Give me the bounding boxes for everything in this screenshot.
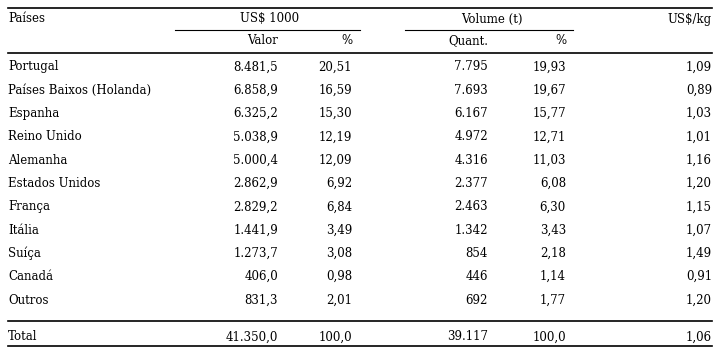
Text: 4.972: 4.972	[454, 130, 488, 143]
Text: Volume (t): Volume (t)	[461, 12, 522, 25]
Text: %: %	[341, 35, 352, 48]
Text: 2.829,2: 2.829,2	[234, 200, 278, 213]
Text: 100,0: 100,0	[532, 330, 566, 343]
Text: 2,18: 2,18	[540, 247, 566, 260]
Text: Valor: Valor	[247, 35, 278, 48]
Text: Total: Total	[8, 330, 38, 343]
Text: US$/kg: US$/kg	[668, 12, 712, 25]
Text: 0,98: 0,98	[326, 270, 352, 283]
Text: 15,77: 15,77	[532, 107, 566, 120]
Text: 1,15: 1,15	[686, 200, 712, 213]
Text: 0,89: 0,89	[686, 84, 712, 97]
Text: 12,19: 12,19	[319, 130, 352, 143]
Text: 6.858,9: 6.858,9	[234, 84, 278, 97]
Text: 19,67: 19,67	[532, 84, 566, 97]
Text: 5.000,4: 5.000,4	[233, 154, 278, 167]
Text: 1.441,9: 1.441,9	[234, 223, 278, 237]
Text: Quant.: Quant.	[448, 35, 488, 48]
Text: 2.463: 2.463	[454, 200, 488, 213]
Text: US$ 1000: US$ 1000	[241, 12, 299, 25]
Text: 39.117: 39.117	[447, 330, 488, 343]
Text: 6,84: 6,84	[326, 200, 352, 213]
Text: 1,77: 1,77	[540, 294, 566, 306]
Text: Estados Unidos: Estados Unidos	[8, 177, 100, 190]
Text: 1,06: 1,06	[686, 330, 712, 343]
Text: 1,14: 1,14	[540, 270, 566, 283]
Text: 1,03: 1,03	[686, 107, 712, 120]
Text: Canadá: Canadá	[8, 270, 53, 283]
Text: 1,20: 1,20	[686, 177, 712, 190]
Text: 12,09: 12,09	[319, 154, 352, 167]
Text: 12,71: 12,71	[533, 130, 566, 143]
Text: 1,49: 1,49	[686, 247, 712, 260]
Text: 6,08: 6,08	[540, 177, 566, 190]
Text: Alemanha: Alemanha	[8, 154, 67, 167]
Text: 11,03: 11,03	[533, 154, 566, 167]
Text: 1,16: 1,16	[686, 154, 712, 167]
Text: 446: 446	[466, 270, 488, 283]
Text: França: França	[8, 200, 50, 213]
Text: 3,43: 3,43	[540, 223, 566, 237]
Text: 831,3: 831,3	[244, 294, 278, 306]
Text: 6.325,2: 6.325,2	[234, 107, 278, 120]
Text: Outros: Outros	[8, 294, 48, 306]
Text: 406,0: 406,0	[244, 270, 278, 283]
Text: Reino Unido: Reino Unido	[8, 130, 82, 143]
Text: 2,01: 2,01	[326, 294, 352, 306]
Text: Países Baixos (Holanda): Países Baixos (Holanda)	[8, 84, 151, 97]
Text: 1.273,7: 1.273,7	[234, 247, 278, 260]
Text: 100,0: 100,0	[318, 330, 352, 343]
Text: 0,91: 0,91	[686, 270, 712, 283]
Text: 1,09: 1,09	[686, 60, 712, 73]
Text: 6.167: 6.167	[454, 107, 488, 120]
Text: 4.316: 4.316	[454, 154, 488, 167]
Text: 854: 854	[466, 247, 488, 260]
Text: 3,49: 3,49	[326, 223, 352, 237]
Text: 8.481,5: 8.481,5	[234, 60, 278, 73]
Text: 2.862,9: 2.862,9	[234, 177, 278, 190]
Text: 19,93: 19,93	[532, 60, 566, 73]
Text: %: %	[555, 35, 566, 48]
Text: 6,92: 6,92	[326, 177, 352, 190]
Text: Espanha: Espanha	[8, 107, 59, 120]
Text: 1,01: 1,01	[686, 130, 712, 143]
Text: 5.038,9: 5.038,9	[233, 130, 278, 143]
Text: 2.377: 2.377	[454, 177, 488, 190]
Text: 3,08: 3,08	[326, 247, 352, 260]
Text: 16,59: 16,59	[318, 84, 352, 97]
Text: Suíça: Suíça	[8, 247, 41, 260]
Text: 1,07: 1,07	[686, 223, 712, 237]
Text: 1.342: 1.342	[455, 223, 488, 237]
Text: 15,30: 15,30	[318, 107, 352, 120]
Text: Portugal: Portugal	[8, 60, 59, 73]
Text: Itália: Itália	[8, 223, 39, 237]
Text: 6,30: 6,30	[540, 200, 566, 213]
Text: 7.795: 7.795	[454, 60, 488, 73]
Text: 7.693: 7.693	[454, 84, 488, 97]
Text: 20,51: 20,51	[319, 60, 352, 73]
Text: 1,20: 1,20	[686, 294, 712, 306]
Text: 692: 692	[466, 294, 488, 306]
Text: Países: Países	[8, 12, 45, 25]
Text: 41.350,0: 41.350,0	[226, 330, 278, 343]
